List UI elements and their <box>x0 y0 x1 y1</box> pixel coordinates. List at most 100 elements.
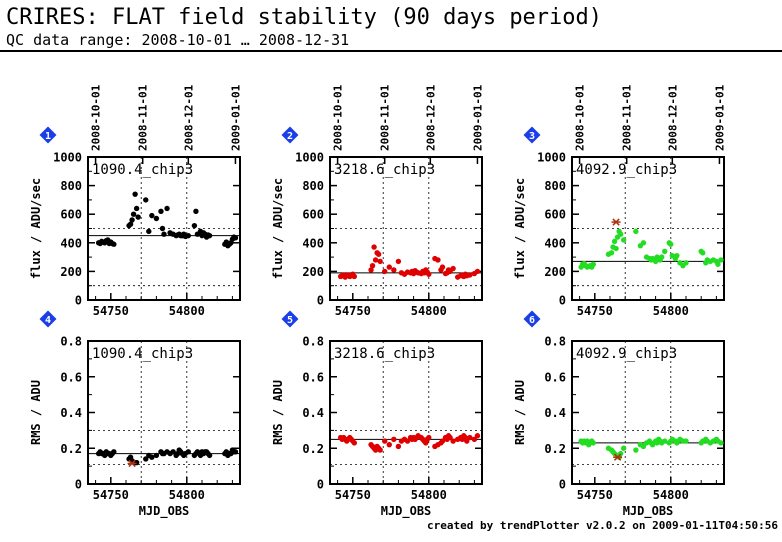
top-date-label: 2008-11-01 <box>621 84 634 151</box>
data-point <box>382 268 388 275</box>
chart-panel-2: 0 200 400 600 800 1000 54750 54800 2008-10-01 200… <box>271 84 484 318</box>
data-point <box>404 438 411 444</box>
data-point <box>617 231 624 237</box>
y-axis-label: flux / ADU/sec <box>29 178 43 279</box>
data-point <box>474 268 481 275</box>
data-point <box>658 254 665 260</box>
data-point <box>193 208 199 215</box>
panel-label: 4092.9_chip3 <box>576 162 677 178</box>
data-point <box>382 438 388 444</box>
chart-panel-4: 0 0.2 0.4 0.6 0.8 54750 54800 1090.4_chip3 RMS /… <box>29 310 241 519</box>
data-point <box>426 271 432 277</box>
x-tick-label: 54750 <box>577 488 613 502</box>
data-point <box>395 443 402 450</box>
data-point <box>674 440 680 446</box>
data-point <box>185 449 192 455</box>
outlier-marker <box>613 453 623 461</box>
data-point <box>386 264 392 270</box>
data-point <box>149 212 155 219</box>
x-tick-label: 54750 <box>335 488 371 502</box>
y-tick-label: 0.8 <box>302 335 324 349</box>
data-point <box>232 449 239 455</box>
data-point <box>674 252 680 259</box>
data-point <box>633 447 639 453</box>
x-tick-label: 54800 <box>169 488 205 502</box>
y-tick-label: 600 <box>302 208 324 222</box>
data-point <box>368 267 374 273</box>
top-date-label: 2009-01-01 <box>229 84 242 151</box>
data-point <box>662 248 668 255</box>
y-tick-label: 0.4 <box>544 406 566 420</box>
plot-frame <box>87 340 241 485</box>
data-point <box>640 443 647 450</box>
data-point <box>439 438 446 444</box>
panel-label: 1090.4_chip3 <box>92 346 193 362</box>
x-tick-label: 54800 <box>411 304 447 318</box>
data-point <box>633 228 639 235</box>
data-point <box>153 452 160 459</box>
data-point <box>130 211 137 217</box>
page-title: CRIRES: FLAT field stability (90 days pe… <box>6 5 603 30</box>
data-point <box>683 438 689 444</box>
x-axis-label: MJD_OBS <box>139 504 190 519</box>
x-tick-label: 54750 <box>335 304 371 318</box>
data-point <box>649 441 656 448</box>
y-tick-label: 1000 <box>537 151 566 165</box>
y-axis-label: flux / ADU/sec <box>271 178 285 279</box>
x-tick-label: 54800 <box>653 304 689 318</box>
x-axis-label: MJD_OBS <box>381 504 432 519</box>
data-point <box>164 205 170 212</box>
data-point <box>132 191 138 197</box>
x-axis-label: MJD_OBS <box>623 504 674 519</box>
y-tick-label: 0.6 <box>302 370 324 384</box>
y-tick-label: 0 <box>317 478 324 492</box>
data-point <box>620 237 627 243</box>
top-date-label: 2008-10-01 <box>90 84 103 151</box>
y-tick-label: 600 <box>544 208 566 222</box>
data-point <box>153 215 160 222</box>
x-tick-label: 54800 <box>411 488 447 502</box>
y-tick-label: 400 <box>302 236 324 250</box>
data-point <box>111 241 117 247</box>
data-point <box>170 449 176 455</box>
y-tick-label: 200 <box>302 265 324 279</box>
data-point <box>439 264 446 270</box>
top-date-label: 2008-10-01 <box>332 84 345 151</box>
x-tick-label: 54800 <box>169 304 205 318</box>
data-point <box>369 262 376 269</box>
y-tick-label: 0 <box>317 294 324 308</box>
y-tick-label: 0 <box>559 478 566 492</box>
data-point <box>608 250 615 256</box>
y-axis-label: RMS / ADU <box>271 380 285 445</box>
y-tick-label: 600 <box>60 208 82 222</box>
data-point <box>715 261 721 267</box>
top-date-label: 2008-12-01 <box>424 84 437 151</box>
data-point <box>143 456 149 462</box>
y-axis-label: RMS / ADU <box>513 380 527 445</box>
title-divider <box>0 50 782 52</box>
panel-label: 4092.9_chip3 <box>576 346 677 362</box>
data-point <box>372 257 379 263</box>
panel-badge-icon <box>523 126 541 144</box>
y-tick-label: 0 <box>75 294 82 308</box>
y-tick-label: 0 <box>559 294 566 308</box>
data-point <box>391 436 397 443</box>
data-point <box>377 447 383 453</box>
y-tick-label: 0.6 <box>60 370 82 384</box>
top-date-label: 2008-11-01 <box>379 84 392 151</box>
panel-label: 1090.4_chip3 <box>92 162 193 178</box>
data-point <box>718 440 724 446</box>
y-tick-label: 0.2 <box>544 442 566 456</box>
data-point <box>232 235 239 241</box>
data-point <box>194 449 201 455</box>
chart-panel-5: 0 0.2 0.4 0.6 0.8 54750 54800 3218.6_chip3 RMS /… <box>271 310 483 519</box>
panel-badge-number: 4 <box>45 315 51 326</box>
data-point <box>159 225 166 232</box>
outlier-stroke <box>128 459 136 468</box>
data-point <box>391 267 397 273</box>
panel-label: 3218.6_chip3 <box>334 162 435 178</box>
y-tick-label: 0 <box>75 478 82 492</box>
data-point <box>127 221 134 227</box>
y-tick-label: 400 <box>544 236 566 250</box>
y-axis-label: flux / ADU/sec <box>513 178 527 279</box>
